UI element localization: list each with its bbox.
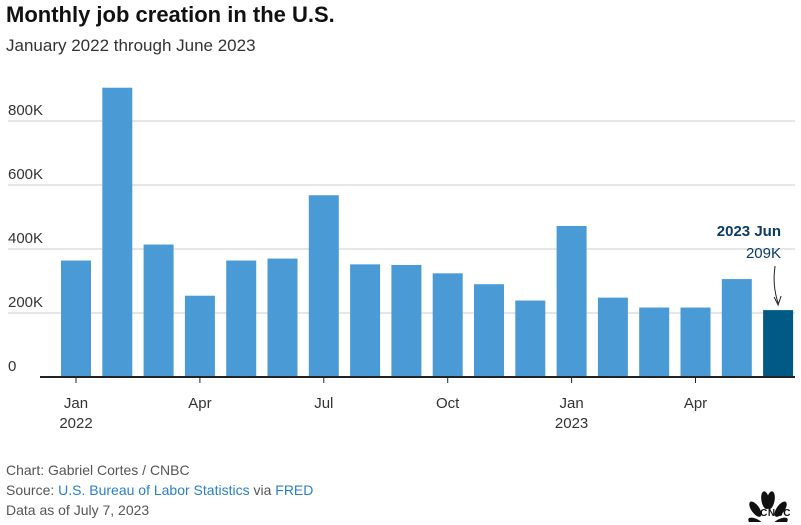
bar (267, 258, 298, 377)
bar (556, 225, 587, 377)
y-tick-label: 0 (8, 358, 16, 375)
x-tick-label: Apr (188, 395, 211, 412)
annotation-arrowhead (773, 295, 782, 307)
x-tick-label: Apr (684, 395, 707, 412)
peacock-icon (748, 491, 788, 522)
y-tick-label: 400K (8, 230, 43, 247)
bar (432, 273, 463, 377)
bar (184, 295, 215, 377)
x-tick-year-label: 2022 (59, 415, 92, 432)
data-date: Data as of July 7, 2023 (6, 502, 150, 518)
x-tick-label: Jan (560, 395, 584, 412)
bar (639, 307, 670, 377)
y-tick-label: 200K (8, 294, 43, 311)
y-tick-label: 600K (8, 166, 43, 183)
annotation-value: 209K (746, 245, 781, 262)
bar (308, 195, 339, 377)
bar (391, 265, 422, 377)
bar (350, 264, 381, 377)
bar (143, 244, 174, 377)
bar (226, 260, 257, 377)
chart-source: Source: U.S. Bureau of Labor Statistics … (6, 482, 313, 498)
bar-chart: 0 200K 400K 600K 800K Jan 2022 Apr Jul Oct Jan 2023… (8, 87, 795, 432)
bar (515, 300, 546, 377)
source-via: via (253, 482, 272, 498)
chart-title: Monthly job creation in the U.S. (6, 2, 335, 27)
x-tick-year-label: 2023 (555, 415, 588, 432)
annotation-arrow (773, 265, 779, 304)
chart-credit: Chart: Gabriel Cortes / CNBC (6, 462, 190, 478)
x-tick-label: Oct (436, 395, 460, 412)
annotation-title: 2023 Jun (717, 223, 781, 240)
bar (474, 284, 504, 377)
x-tick-label: Jan (64, 395, 88, 412)
bar (597, 297, 628, 377)
source-link-fred[interactable]: FRED (275, 482, 314, 498)
x-tick-label: Jul (314, 395, 333, 412)
source-link-bls[interactable]: U.S. Bureau of Labor Statistics (58, 482, 250, 498)
chart-subtitle: January 2022 through June 2023 (6, 36, 256, 55)
bar (102, 87, 133, 377)
y-tick-label: 800K (8, 102, 43, 119)
bar (763, 310, 794, 377)
logo-text: CNBC (760, 508, 791, 519)
source-prefix: Source: (6, 482, 55, 498)
bar (61, 260, 91, 377)
bar (721, 279, 752, 377)
bar (680, 307, 711, 377)
